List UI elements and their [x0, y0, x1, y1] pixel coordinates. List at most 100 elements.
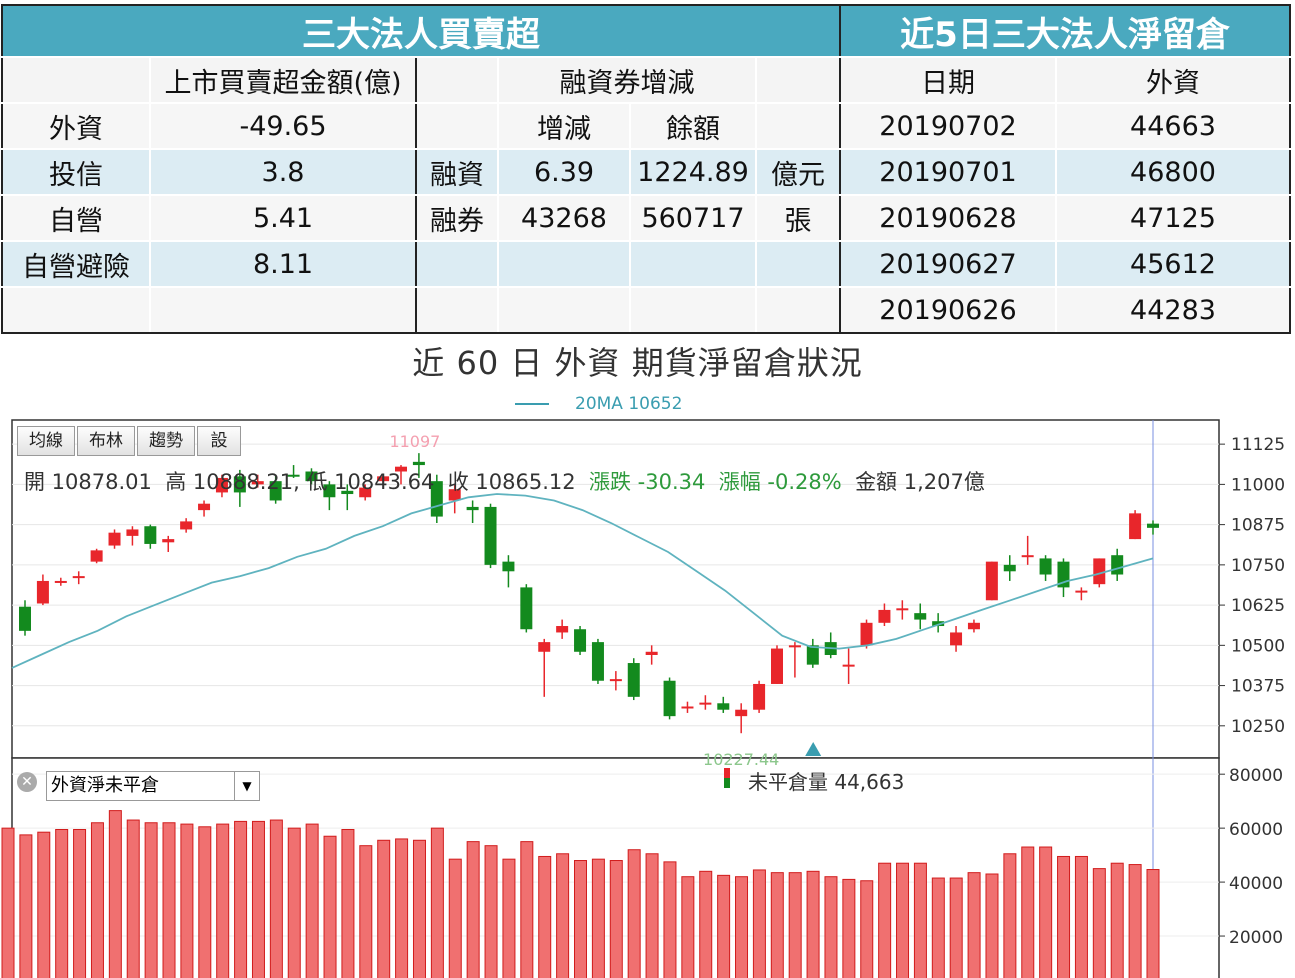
candle-body — [1003, 564, 1016, 572]
candle-body — [1129, 513, 1142, 540]
oi-bar — [1074, 855, 1088, 978]
oi-bar — [162, 822, 176, 978]
oi-bar — [1092, 868, 1106, 978]
margin-label: 融資 — [415, 148, 499, 196]
oi-bar — [287, 827, 301, 978]
chevron-down-icon[interactable]: ▼ — [234, 772, 259, 800]
row-date: 20190627 — [839, 240, 1057, 288]
margin-change: 6.39 — [497, 148, 631, 196]
balance-subheader: 餘額 — [629, 102, 757, 150]
row-date: 20190702 — [839, 102, 1057, 150]
oi-bar — [502, 858, 516, 978]
oi-bar — [251, 820, 265, 978]
institutional-trading-title: 三大法人買賣超 — [1, 4, 841, 58]
candle-body — [1039, 558, 1052, 575]
candle-body — [395, 466, 407, 472]
candle-body — [627, 663, 640, 697]
oi-bar — [73, 828, 87, 978]
ma20-line — [11, 493, 1154, 669]
oi-legend: 未平倉量 44,663 — [748, 770, 905, 794]
oi-bar — [1057, 855, 1071, 978]
ma-legend-line — [515, 403, 549, 405]
price-tick-label: 10750 — [1231, 556, 1285, 576]
candle-body — [90, 550, 103, 562]
candle-body — [412, 461, 425, 466]
candle-body — [914, 613, 927, 620]
oi-bar — [1003, 853, 1017, 978]
candle-body — [251, 481, 264, 485]
chart-title: 近 60 日 外資 期貨淨留倉狀況 — [412, 344, 863, 382]
margin-label: 融券 — [415, 194, 499, 242]
oi-bar — [788, 872, 802, 978]
price-tick-label: 10500 — [1231, 636, 1285, 656]
oi-bar — [448, 858, 462, 978]
ma-legend-label: 20MA 10652 — [575, 394, 683, 414]
low-value: 低 10843.64 — [306, 470, 435, 494]
oi-bar — [198, 826, 212, 978]
oi-tick-label: 80000 — [1229, 766, 1283, 786]
row-date: 20190626 — [839, 286, 1057, 334]
oi-bar — [1146, 869, 1160, 978]
candle-body — [126, 529, 139, 536]
oi-bar — [341, 828, 355, 978]
margin-column-header: 融資券增減 — [497, 56, 757, 104]
oi-bar — [395, 838, 409, 978]
settings-button[interactable]: 設 — [197, 426, 241, 456]
candle-body — [842, 664, 855, 667]
oi-tick-label: 20000 — [1229, 928, 1283, 948]
amount-column-header: 上市買賣超金額(億) — [149, 56, 417, 104]
candle-body — [1093, 558, 1106, 585]
oi-bar — [484, 845, 498, 978]
bollinger-button[interactable]: 布林 — [77, 426, 135, 456]
oi-bar — [556, 853, 570, 978]
summary-table: 三大法人買賣超 近5日三大法人淨留倉 上市買賣超金額(億) 融資券增減 日期 外… — [1, 4, 1291, 334]
oi-legend-icon — [724, 768, 730, 788]
high-value: 高 10888.21 — [165, 470, 294, 494]
row-name: 自營避險 — [1, 240, 151, 288]
candle-body — [609, 679, 622, 682]
oi-bar — [985, 873, 999, 978]
oi-select[interactable]: 外資淨未平倉 ▼ — [46, 771, 260, 801]
candle-body — [162, 539, 175, 543]
row-name: 外資 — [1, 102, 151, 150]
candle-body — [556, 626, 569, 633]
candle-body — [215, 477, 228, 493]
price-tick-label: 11125 — [1231, 435, 1285, 455]
row-name: 投信 — [1, 148, 151, 196]
foreign-column-header: 外資 — [1055, 56, 1291, 104]
oi-bar — [681, 876, 695, 978]
candle-body — [788, 645, 801, 648]
oi-bar — [180, 823, 194, 978]
oi-bar — [37, 831, 51, 978]
oi-bar — [269, 819, 283, 978]
oi-bar — [538, 855, 552, 978]
candle-body — [950, 632, 963, 646]
oi-bar — [717, 874, 731, 978]
candle-body — [591, 642, 604, 681]
ma-button[interactable]: 均線 — [17, 426, 75, 456]
oi-bar — [931, 877, 945, 978]
margin-unit: 張 — [755, 194, 841, 242]
oi-bar — [412, 839, 426, 978]
trend-button[interactable]: 趨勢 — [137, 426, 195, 456]
change-value: 漲跌 -30.34 — [589, 470, 706, 494]
candle-body — [574, 629, 587, 652]
close-icon[interactable]: ✕ — [17, 772, 37, 792]
candle-body — [19, 606, 31, 631]
candle-body — [967, 622, 980, 630]
candle-body — [735, 709, 748, 717]
oi-bar — [520, 841, 534, 978]
oi-bar — [126, 819, 140, 978]
row-name: 自營 — [1, 194, 151, 242]
row-date: 20190628 — [839, 194, 1057, 242]
candle-body — [985, 561, 998, 601]
oi-bar — [323, 835, 337, 978]
oi-bar — [55, 828, 69, 978]
oi-tick-label: 40000 — [1229, 874, 1283, 894]
candle-body — [180, 521, 193, 530]
candle-body — [771, 648, 783, 684]
candle-body — [753, 683, 766, 710]
candle-body — [860, 622, 873, 646]
candle-body — [663, 680, 676, 717]
row-oi: 44663 — [1055, 102, 1291, 150]
